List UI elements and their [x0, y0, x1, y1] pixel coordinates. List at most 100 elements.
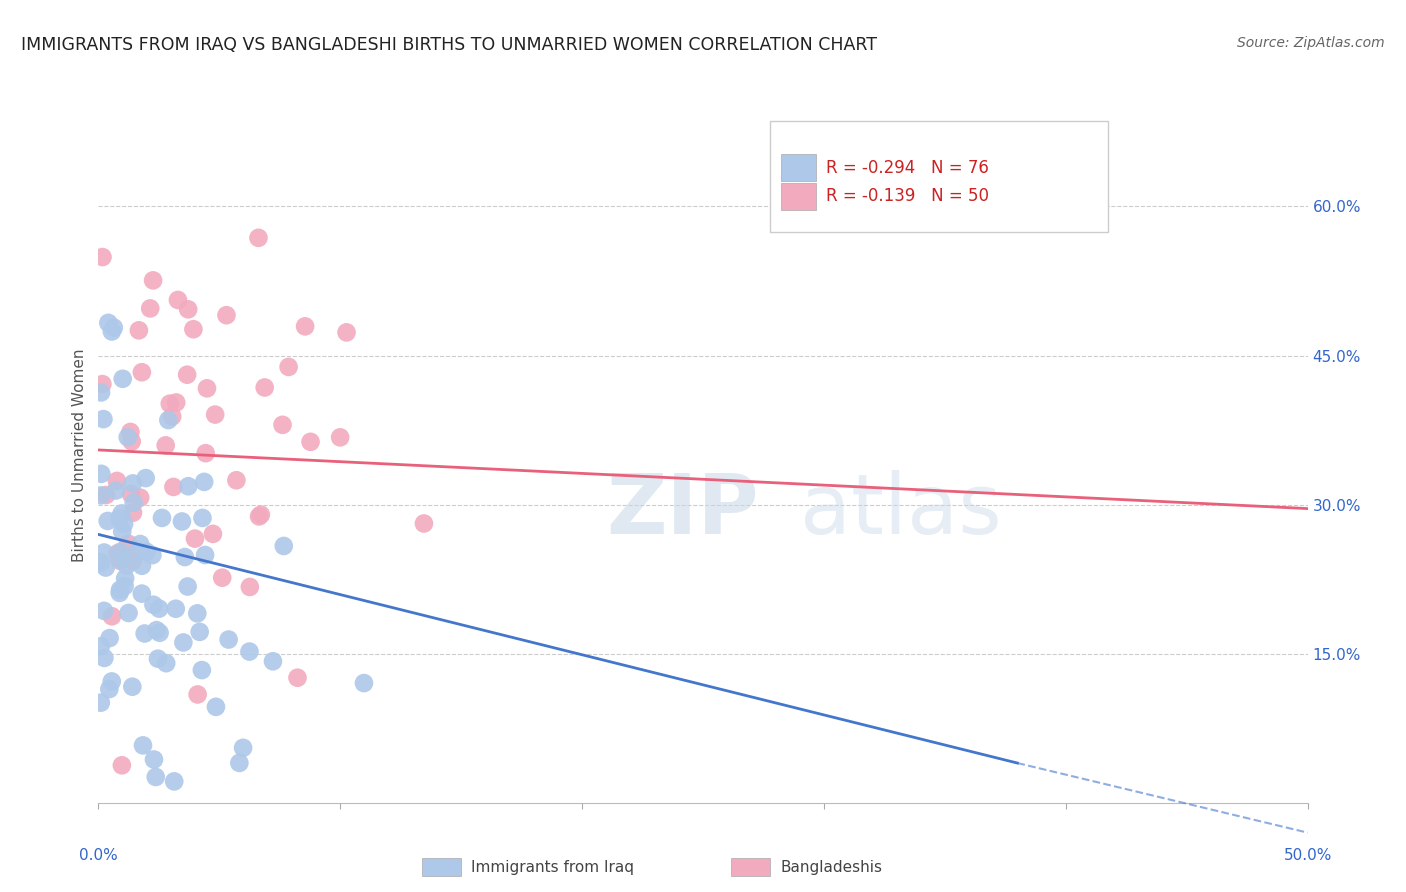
- Point: [186, 607, 208, 621]
- Point: [141, 548, 163, 562]
- Point: [107, 546, 129, 560]
- Point: [108, 554, 131, 568]
- Point: [90, 488, 112, 502]
- Point: [104, 483, 127, 498]
- Point: [98, 682, 121, 697]
- Point: [132, 739, 155, 753]
- Point: [239, 580, 262, 594]
- Point: [100, 674, 122, 689]
- Point: [201, 527, 224, 541]
- Point: [262, 654, 284, 668]
- Point: [335, 326, 357, 340]
- Point: [160, 409, 183, 424]
- Point: [170, 515, 193, 529]
- Point: [146, 651, 169, 665]
- Point: [98, 631, 121, 645]
- Point: [131, 365, 153, 379]
- Point: [142, 273, 165, 287]
- Point: [131, 558, 153, 573]
- Point: [173, 550, 195, 565]
- Point: [148, 601, 170, 615]
- Point: [122, 495, 145, 509]
- Point: [225, 473, 247, 487]
- Point: [129, 537, 152, 551]
- Point: [94, 488, 117, 502]
- Point: [121, 680, 143, 694]
- Point: [93, 412, 115, 426]
- Text: Immigrants from Iraq: Immigrants from Iraq: [471, 860, 634, 874]
- Point: [101, 609, 124, 624]
- Point: [93, 604, 115, 618]
- Point: [117, 536, 139, 550]
- Point: [194, 548, 217, 562]
- Point: [131, 586, 153, 600]
- Point: [184, 532, 207, 546]
- Point: [145, 623, 167, 637]
- Point: [253, 380, 276, 394]
- Point: [111, 758, 134, 772]
- Point: [129, 491, 152, 505]
- Point: [108, 582, 131, 597]
- Point: [97, 514, 120, 528]
- Point: [165, 601, 187, 615]
- Point: [232, 740, 254, 755]
- Text: 0.0%: 0.0%: [79, 847, 118, 863]
- Point: [122, 506, 145, 520]
- Text: R = -0.294   N = 76: R = -0.294 N = 76: [825, 159, 988, 177]
- Point: [108, 586, 131, 600]
- Point: [413, 516, 436, 531]
- Point: [90, 555, 112, 569]
- Point: [188, 624, 211, 639]
- Point: [143, 752, 166, 766]
- Point: [110, 552, 132, 566]
- Point: [273, 539, 295, 553]
- Point: [94, 560, 117, 574]
- Point: [114, 579, 136, 593]
- Point: [238, 644, 260, 658]
- Point: [114, 571, 136, 585]
- Text: atlas: atlas: [800, 470, 1001, 551]
- Point: [110, 545, 132, 559]
- Point: [195, 381, 218, 395]
- Point: [111, 507, 134, 521]
- Point: [165, 395, 187, 409]
- Point: [97, 316, 120, 330]
- Point: [191, 511, 214, 525]
- Point: [157, 413, 180, 427]
- Point: [205, 699, 228, 714]
- Text: 50.0%: 50.0%: [1284, 847, 1331, 863]
- Point: [177, 479, 200, 493]
- Point: [194, 446, 217, 460]
- Point: [228, 756, 250, 770]
- Point: [183, 322, 205, 336]
- Text: ZIP: ZIP: [606, 470, 759, 551]
- Point: [353, 676, 375, 690]
- Point: [277, 359, 299, 374]
- Point: [121, 476, 143, 491]
- Point: [271, 417, 294, 432]
- Point: [128, 323, 150, 337]
- Point: [218, 632, 240, 647]
- Point: [91, 250, 114, 264]
- Point: [134, 626, 156, 640]
- Point: [124, 546, 146, 560]
- Point: [250, 508, 273, 522]
- Point: [294, 319, 316, 334]
- Point: [167, 293, 190, 307]
- Point: [145, 770, 167, 784]
- Y-axis label: Births to Unmarried Women: Births to Unmarried Women: [72, 348, 87, 562]
- Point: [90, 385, 112, 400]
- Point: [299, 434, 322, 449]
- Point: [193, 475, 215, 489]
- Point: [117, 430, 139, 444]
- Point: [176, 368, 198, 382]
- Point: [204, 408, 226, 422]
- Point: [172, 635, 194, 649]
- Point: [176, 580, 198, 594]
- Point: [159, 397, 181, 411]
- Point: [90, 467, 112, 481]
- Point: [247, 231, 270, 245]
- Text: Bangladeshis: Bangladeshis: [780, 860, 883, 874]
- Point: [135, 471, 157, 485]
- Point: [155, 656, 177, 670]
